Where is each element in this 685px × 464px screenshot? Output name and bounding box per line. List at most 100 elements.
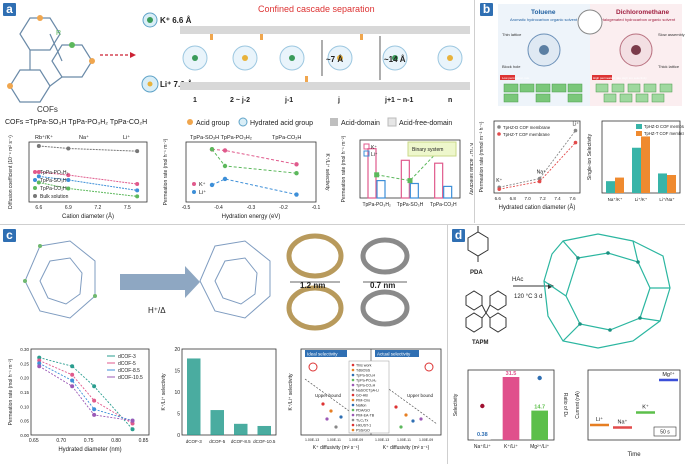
divider-horizontal <box>0 224 685 225</box>
x-tick: 0.75 <box>84 438 94 444</box>
legend-label: K⁺ <box>371 145 377 151</box>
y-axis-label: Selectivity <box>453 393 459 416</box>
panel-d-schematic: PDA TAPM HAc 120 °C 3 d <box>465 226 671 349</box>
x-tick: 1.00E-11 <box>397 438 411 442</box>
data-point <box>135 194 140 199</box>
chart-permeation-diameter: Hydrated diameter (nm) Permeation rate (m… <box>8 347 150 453</box>
panel-b-schematic: Toluene Aromatic hydrocarbon organic sol… <box>498 4 685 106</box>
legend-marker <box>351 383 355 387</box>
series-line <box>39 357 133 430</box>
legend-label: PSS/GO <box>356 429 370 433</box>
dcof-left <box>24 240 96 319</box>
ion-k-label: K⁺ 6.6 Å <box>160 16 192 25</box>
stage-label: j+1 ~ n-1 <box>384 97 414 104</box>
mol-pda: PDA <box>470 270 483 276</box>
legend-label: Bulk solution <box>40 194 69 200</box>
x-tick: 1.00E-13 <box>375 438 389 442</box>
reaction-label: H⁺/Δ <box>148 306 166 315</box>
pore-large: ~14 Å <box>384 55 406 64</box>
data-point <box>92 412 97 417</box>
y-axis-label: Permeation rate (mmol m⁻² h⁻¹) <box>479 121 485 192</box>
bar <box>667 175 676 193</box>
cof-structure <box>9 17 93 103</box>
mol-tapm: TAPM <box>472 340 489 346</box>
plot-frame <box>28 141 148 203</box>
ion-label: Mg²⁺ <box>662 371 674 378</box>
stage-label: n <box>448 97 452 104</box>
x-tick: -0.3 <box>247 205 256 211</box>
plot-frame <box>181 348 277 436</box>
r-label: R <box>56 30 61 37</box>
divider-vertical <box>474 0 475 223</box>
series-line <box>211 178 297 196</box>
panel-c-schematic: H⁺/Δ 1.2 nm 0.7 nm <box>23 233 410 331</box>
panel-d: d PDA TAPM HAc 120 °C 3 d <box>448 226 685 464</box>
x-tick: dCOF-8.5 <box>231 439 251 444</box>
y-tick: 5 <box>177 412 180 418</box>
legend-marker <box>33 194 37 198</box>
panel-label: a <box>3 3 16 16</box>
y-tick: 0 <box>177 433 180 439</box>
x-tick: 0.70 <box>56 438 66 444</box>
legend-label: dCOF-10.5 <box>118 375 143 381</box>
data-point <box>130 421 135 426</box>
upper-bound-label: Upper bound <box>315 393 342 398</box>
panel-c: c H⁺/Δ 1.2 nm 0.7 nm Hydrated diameter (… <box>0 226 447 464</box>
bar <box>234 423 248 435</box>
plot-frame <box>587 369 681 441</box>
reaction-arrow <box>120 266 200 298</box>
legend-marker <box>636 124 642 129</box>
x-tick: dCOF-3 <box>186 439 203 444</box>
legend-marker <box>497 132 501 136</box>
note: Thin lattice <box>502 32 522 37</box>
value-label: 14.7 <box>534 405 545 411</box>
data-point <box>66 173 71 178</box>
legend-label: Li⁺ <box>199 189 206 196</box>
panel-a-schematic: COFs R K⁺ 6.6 Å Li⁺ 7.6 Å Confined casca… <box>5 4 470 127</box>
chart-binary-system: Permeation rate (mol h⁻¹ m⁻²) K⁺/Li⁺ actu… <box>341 135 473 208</box>
x-tick: -0.5 <box>182 205 191 211</box>
y-tick: 0.25 <box>20 361 29 366</box>
chart-current-time: Time Current (nA) Li⁺ Na⁺ K⁺ Mg²⁺ 50 s <box>575 369 681 458</box>
legend-label: TdBOSS <box>356 369 371 373</box>
y2-axis-label: K⁺/Li⁺ selectivity <box>324 154 330 191</box>
legend-label: PIM-EA-TB <box>356 414 375 418</box>
svg-text:Acid-domain: Acid-domain <box>341 120 380 127</box>
legend-marker <box>351 428 355 432</box>
tag <box>305 350 347 357</box>
legend-marker <box>351 403 355 407</box>
data-point <box>537 176 542 181</box>
x-tick: dCOF-10.5 <box>253 439 276 444</box>
x-tick: 0.85 <box>139 438 149 444</box>
svg-text:Acid-free-domain: Acid-free-domain <box>399 120 452 127</box>
data-point <box>135 149 140 154</box>
ion-label: Na⁺ <box>618 419 628 426</box>
pore-ring-small <box>360 237 410 327</box>
x-tick: K⁺/Li⁺ <box>504 444 518 450</box>
value-label: 31.5 <box>506 371 517 377</box>
legend-marker <box>363 150 370 157</box>
data-point <box>70 384 75 389</box>
data-point <box>411 419 415 423</box>
plot-frame <box>30 348 150 436</box>
x-tick: Li⁺/Na⁺ <box>659 197 675 202</box>
data-point <box>135 182 140 187</box>
data-point <box>374 172 380 178</box>
data-point <box>209 182 215 188</box>
r-groups <box>7 15 95 89</box>
y-axis-label: Permeation rate (mol h⁻¹ m⁻²) <box>163 138 169 205</box>
bar <box>187 358 201 435</box>
data-point <box>36 180 41 185</box>
dcm-sub: Halogenated hydrocarbon organic solvent <box>601 17 676 22</box>
molecule-center <box>577 9 603 35</box>
bar <box>210 410 224 435</box>
cascade-title: Confined cascade separation <box>258 4 375 14</box>
x-tick: 1.00E-13 <box>305 438 319 442</box>
data-point <box>537 179 542 184</box>
x-tick: TpPa-CO₂H <box>430 202 457 208</box>
data-point <box>325 417 329 421</box>
x-axis-label: Hydrated cation diameter (Å) <box>499 204 576 211</box>
pore-ring-large <box>286 233 344 331</box>
selectivity-line <box>376 145 444 182</box>
point-label: K⁺ <box>496 178 502 184</box>
